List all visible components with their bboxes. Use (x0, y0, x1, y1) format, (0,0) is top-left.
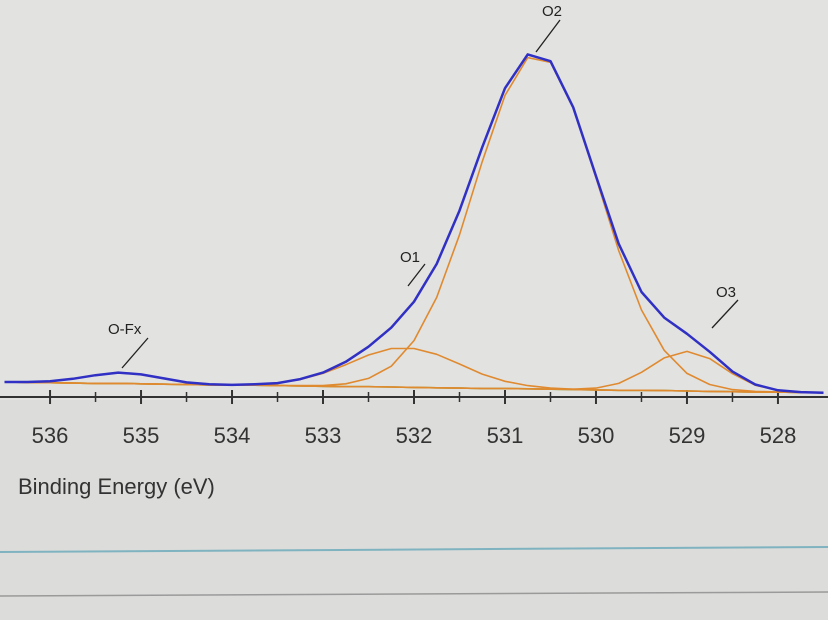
plot-area (0, 0, 828, 400)
leader-line (121, 337, 149, 369)
x-tick-label: 534 (214, 423, 251, 448)
leader-line (535, 19, 561, 53)
peak-label: O2 (542, 3, 562, 20)
leader-line (711, 299, 739, 329)
x-tick-label: 528 (760, 423, 797, 448)
peak-label: O3 (716, 284, 736, 301)
leader-line (407, 263, 426, 287)
x-tick-label: 529 (669, 423, 706, 448)
series-line (4, 53, 824, 395)
x-axis-label: Binding Energy (eV) (18, 474, 215, 499)
x-tick-label: 532 (396, 423, 433, 448)
x-tick-label: 535 (123, 423, 160, 448)
x-tick-label: 536 (32, 423, 69, 448)
panel-divider (0, 591, 828, 597)
x-tick-label: 531 (487, 423, 524, 448)
annotations: O-Fx O1 O2 O3 (108, 3, 739, 369)
x-tick-label: 530 (578, 423, 615, 448)
peak-label: O-Fx (108, 321, 142, 338)
series-line (4, 350, 824, 394)
peak-label: O1 (400, 249, 420, 266)
x-tick-label: 533 (305, 423, 342, 448)
panel-divider (0, 546, 828, 553)
